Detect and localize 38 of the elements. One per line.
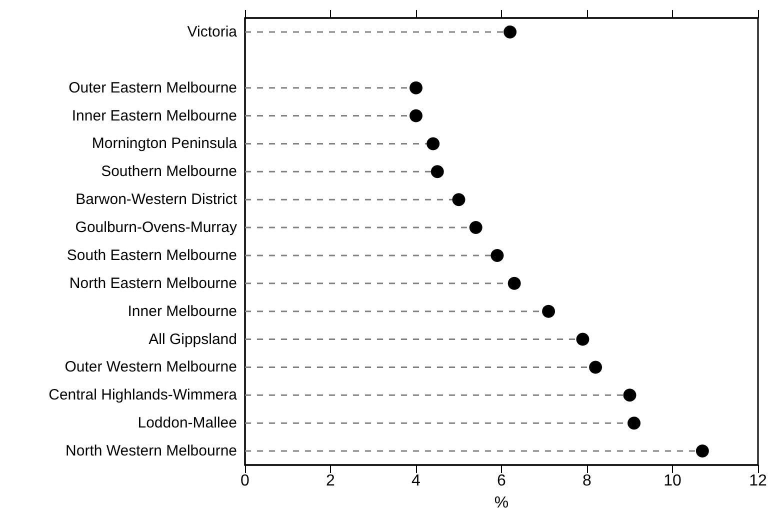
- x-tick-label: 6: [497, 472, 506, 490]
- y-tick-label: Southern Melbourne: [101, 163, 237, 180]
- point: [628, 416, 641, 430]
- y-tick-label: Inner Eastern Melbourne: [72, 107, 237, 124]
- point: [410, 109, 422, 122]
- y-tick-label: South Eastern Melbourne: [66, 246, 237, 264]
- point: [623, 388, 636, 402]
- y-tick-label: Central Highlands-Wimmera: [48, 386, 238, 404]
- point: [430, 165, 444, 178]
- x-tick-label: 2: [326, 472, 336, 490]
- y-tick-label: Outer Eastern Melbourne: [68, 79, 237, 96]
- x-tick-label: 12: [749, 472, 767, 490]
- y-tick-label: Loddon-Mallee: [138, 414, 237, 432]
- y-tick-label: Goulburn-Ovens-Murray: [75, 219, 238, 236]
- point: [490, 248, 504, 262]
- x-tick-label: 4: [412, 472, 421, 490]
- y-tick-label: North Western Melbourne: [66, 442, 237, 460]
- point: [410, 81, 422, 94]
- x-tick-label: 8: [582, 472, 592, 490]
- y-tick-label: North Eastern Melbourne: [69, 274, 237, 292]
- x-tick-label: 10: [664, 472, 682, 490]
- y-tick-label: Inner Melbourne: [128, 302, 237, 320]
- point: [452, 193, 466, 206]
- point: [589, 360, 602, 374]
- x-tick-label: 0: [240, 472, 250, 490]
- point: [542, 304, 556, 318]
- point: [508, 276, 521, 290]
- point: [469, 221, 482, 234]
- y-tick-label: All Gippsland: [148, 330, 237, 348]
- y-tick-label: Victoria: [187, 23, 238, 40]
- y-tick-label: Mornington Peninsula: [92, 135, 238, 152]
- point: [426, 137, 440, 150]
- point: [696, 444, 709, 458]
- y-tick-label: Outer Western Melbourne: [64, 358, 237, 376]
- point: [504, 25, 517, 38]
- point: [576, 332, 590, 346]
- y-tick-label: Barwon-Western District: [76, 191, 238, 208]
- x-axis-title: %: [494, 494, 509, 512]
